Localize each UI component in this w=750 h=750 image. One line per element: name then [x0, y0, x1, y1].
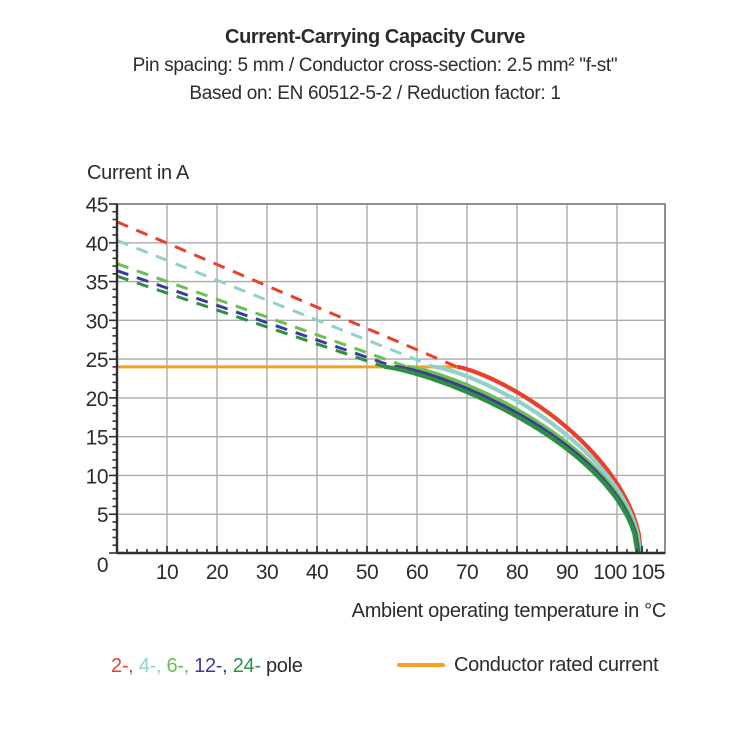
- rated-current-swatch-icon: [397, 663, 445, 667]
- y-tick-label-35: 35: [86, 272, 108, 295]
- x-tick-label-80: 80: [506, 561, 528, 584]
- x-tick-label-30: 30: [256, 561, 278, 584]
- x-tick-label-100: 100: [593, 561, 627, 584]
- legend-pole-24-pole: 24-: [232, 655, 261, 677]
- y-tick-label-5: 5: [97, 504, 108, 527]
- y-tick-label-40: 40: [86, 233, 108, 256]
- y-axis-title: Current in A: [87, 162, 190, 184]
- legend-poles: 2-, 4-, 6-, 12-, 24- pole: [111, 655, 303, 678]
- legend-pole-6-pole: 6-,: [166, 655, 189, 677]
- legend-rated-label: Conductor rated current: [454, 653, 659, 676]
- legend-rated-current: Conductor rated current: [397, 650, 659, 680]
- chart-title: Current-Carrying Capacity Curve: [225, 26, 525, 48]
- y-tick-label-20: 20: [86, 388, 108, 411]
- x-tick-label-40: 40: [306, 561, 328, 584]
- series-dashed-24-pole: [116, 274, 385, 369]
- x-tick-label-105: 105: [631, 561, 665, 584]
- y-tick-label-45: 45: [86, 194, 108, 217]
- series-dashed-4-pole: [116, 239, 436, 369]
- chart-basis-note: Based on: EN 60512-5-2 / Reduction facto…: [189, 83, 561, 104]
- legend-pole-4-pole: 4-,: [138, 655, 162, 677]
- y-tick-label-15: 15: [86, 427, 108, 450]
- x-tick-label-90: 90: [556, 561, 578, 584]
- series-dashed-2-pole: [116, 220, 458, 369]
- legend-pole-2-pole: 2-,: [111, 655, 134, 677]
- series-solid-24-pole: [384, 364, 640, 554]
- y-tick-label-10: 10: [86, 465, 108, 488]
- series-dashed-12-pole: [116, 269, 395, 369]
- x-tick-label-20: 20: [206, 561, 228, 584]
- y-tick-label-25: 25: [86, 349, 108, 372]
- series-solid-2-pole: [456, 364, 644, 554]
- chart-subtitle: Pin spacing: 5 mm / Conductor cross-sect…: [132, 55, 618, 76]
- y-tick-label-0: 0: [97, 554, 108, 577]
- x-tick-label-50: 50: [356, 561, 378, 584]
- series-dashed-6-pole: [116, 262, 408, 369]
- x-tick-label-10: 10: [156, 561, 178, 584]
- x-axis-title: Ambient operating temperature in °C: [351, 600, 667, 622]
- x-tick-label-70: 70: [456, 561, 478, 584]
- legend-pole-12-pole: 12-,: [194, 655, 228, 677]
- series-solid-4-pole: [434, 364, 643, 554]
- x-tick-label-60: 60: [406, 561, 428, 584]
- legend-pole-suffix: pole: [265, 655, 303, 677]
- y-tick-label-30: 30: [86, 310, 108, 333]
